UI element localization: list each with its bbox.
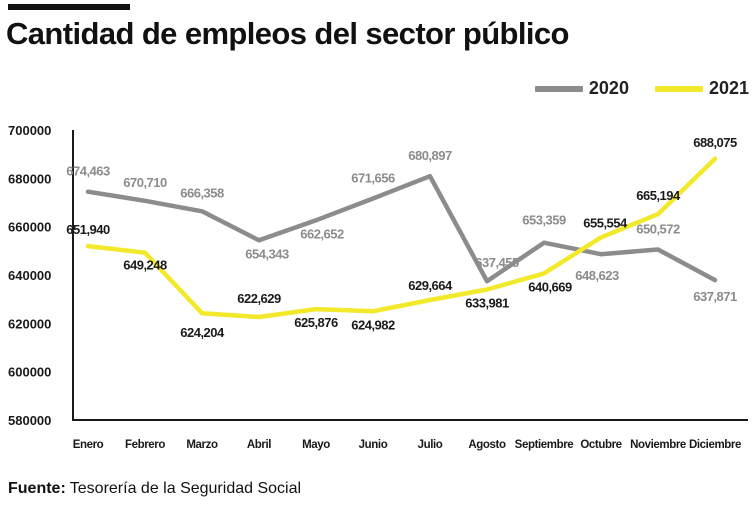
x-tick-label: Marzo — [186, 439, 218, 451]
data-point-2021 — [371, 309, 375, 314]
data-label-2020: 680,897 — [408, 148, 452, 163]
data-point-2020 — [656, 247, 660, 252]
legend-swatch-2020 — [534, 85, 583, 92]
legend-item-2020: 2020 — [534, 78, 629, 99]
source-note: Fuente: Tesorería de la Seguridad Social — [8, 480, 301, 498]
data-label-2021: 622,629 — [237, 291, 281, 306]
data-label-2021: 625,876 — [294, 315, 338, 330]
x-tick-label: Enero — [73, 439, 104, 451]
data-point-2021 — [599, 235, 603, 240]
data-label-2021: 688,075 — [693, 135, 737, 150]
data-point-2020 — [485, 279, 489, 284]
y-tick-label: 700000 — [8, 123, 51, 138]
y-tick-label: 640000 — [8, 268, 51, 283]
data-label-2020: 666,358 — [180, 185, 224, 200]
data-point-2020 — [200, 209, 204, 214]
data-point-2020 — [371, 196, 375, 201]
y-tick-label: 680000 — [8, 171, 51, 186]
data-point-2020 — [257, 238, 261, 243]
legend-item-2021: 2021 — [654, 78, 749, 99]
data-point-2021 — [428, 297, 432, 302]
data-point-2021 — [485, 287, 489, 292]
data-label-2020: 637,871 — [693, 289, 737, 304]
data-label-2021: 655,554 — [583, 215, 628, 230]
data-label-2021: 633,981 — [465, 296, 509, 311]
legend-label-2020: 2020 — [588, 78, 629, 98]
legend: 2020 2021 — [509, 78, 749, 99]
legend-swatch-2021 — [654, 85, 703, 92]
data-point-2021 — [143, 250, 147, 255]
data-label-2020: 653,359 — [522, 213, 566, 228]
series-line-2020 — [85, 173, 718, 284]
x-tick-label: Abril — [247, 439, 271, 451]
legend-label-2021: 2021 — [708, 78, 749, 98]
chart-title: Cantidad de empleos del sector público — [6, 16, 569, 51]
data-label-2020: 654,343 — [245, 246, 289, 261]
series-line-2021 — [85, 156, 718, 320]
data-point-2021 — [257, 314, 261, 319]
data-point-2020 — [314, 218, 318, 223]
x-tick-label: Octubre — [580, 439, 621, 451]
data-point-2021 — [713, 156, 717, 161]
data-label-2021: 651,940 — [66, 222, 110, 237]
data-label-2020: 648,623 — [575, 268, 619, 283]
source-label: Fuente: — [8, 480, 66, 497]
x-tick-label: Agosto — [468, 439, 506, 451]
y-tick-label: 620000 — [8, 316, 51, 331]
data-point-2020 — [599, 252, 603, 257]
data-point-2021 — [542, 271, 546, 276]
data-point-2021 — [200, 311, 204, 316]
x-tick-label: Noviembre — [630, 439, 686, 451]
source-text: Tesorería de la Seguridad Social — [69, 480, 302, 497]
data-point-2021 — [86, 244, 90, 249]
data-label-2021: 629,664 — [408, 278, 453, 293]
data-point-2020 — [713, 278, 717, 283]
x-tick-label: Julio — [418, 439, 443, 451]
data-label-2020: 637,455 — [475, 255, 519, 270]
data-point-2020 — [428, 174, 432, 179]
x-tick-label: Mayo — [302, 439, 330, 451]
data-point-2021 — [656, 212, 660, 217]
data-label-2021: 624,204 — [180, 325, 225, 340]
data-label-2020: 670,710 — [123, 175, 167, 190]
data-point-2020 — [86, 189, 90, 194]
data-label-2021: 649,248 — [123, 258, 167, 273]
x-tick-label: Febrero — [125, 439, 165, 451]
data-label-2020: 671,656 — [351, 170, 395, 185]
y-tick-label: 660000 — [8, 220, 51, 235]
x-tick-label: Junio — [359, 439, 388, 451]
data-point-2020 — [143, 198, 147, 203]
data-point-2020 — [542, 240, 546, 245]
data-label-2021: 665,194 — [636, 188, 681, 203]
title-accent-bar — [8, 4, 130, 10]
data-label-2021: 640,669 — [528, 279, 572, 294]
data-label-2020: 662,652 — [300, 226, 344, 241]
data-point-2021 — [314, 307, 318, 312]
x-tick-label: Diciembre — [689, 439, 741, 451]
data-label-2020: 674,463 — [66, 164, 110, 179]
y-tick-label: 580000 — [8, 413, 51, 428]
y-tick-label: 600000 — [8, 365, 51, 380]
data-label-2021: 624,982 — [351, 317, 395, 332]
data-label-2020: 650,572 — [636, 221, 680, 236]
x-tick-label: Septiembre — [515, 439, 574, 451]
